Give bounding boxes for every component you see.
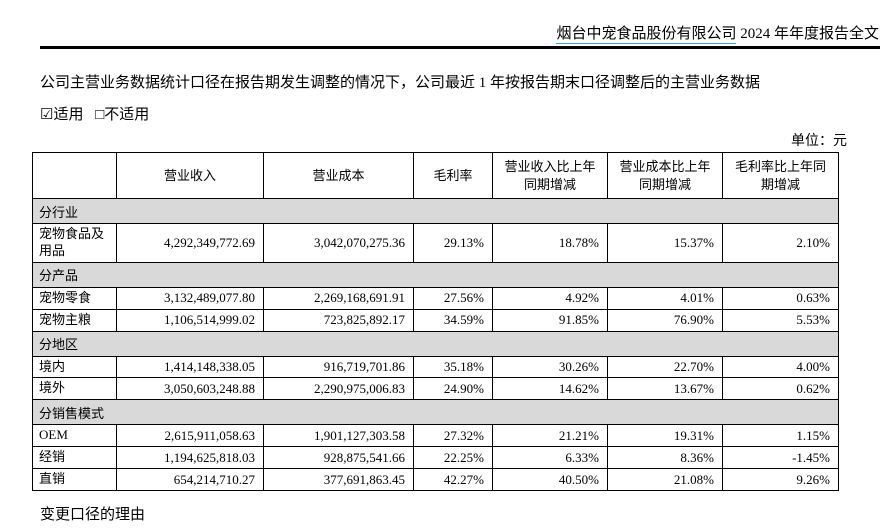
table-row: 境外 3,050,603,248.88 2,290,975,006.83 24.90%… (32, 377, 839, 401)
cell-value: 2,269,168,691.91 (263, 286, 414, 310)
cell-value: 654,214,710.27 (116, 468, 264, 492)
cell-value: 30.26% (492, 355, 608, 379)
cell-value: 42.27% (413, 468, 493, 492)
cell-value: 76.90% (607, 308, 723, 332)
cell-value: 4.00% (722, 355, 839, 379)
column-header-revenue-yoy: 营业收入比上年同期增减 (492, 152, 608, 199)
cell-value: 24.90% (413, 377, 493, 401)
row-label: OEM (32, 424, 117, 448)
section-row: 分行业 (32, 198, 839, 224)
cell-value: 35.18% (413, 355, 493, 379)
cell-value: 91.85% (492, 308, 608, 332)
column-header-gross-margin: 毛利率 (413, 152, 493, 199)
applicability-line: ☑适用 □不适用 (40, 103, 149, 124)
cell-value: 3,132,489,077.80 (116, 286, 264, 310)
cell-value: 1,414,148,338.05 (116, 355, 264, 379)
main-business-data-table-wrap: 营业收入 营业成本 毛利率 营业收入比上年同期增减 营业成本比上年同期增减 毛利… (32, 152, 839, 492)
section-row: 分地区 (32, 330, 839, 357)
cell-value: 27.56% (413, 286, 493, 310)
cell-value: 13.67% (607, 377, 723, 401)
column-header-cost: 营业成本 (263, 152, 414, 199)
cell-value: 5.53% (722, 308, 839, 332)
row-label: 经销 (32, 446, 117, 470)
section-label: 分地区 (32, 330, 839, 357)
not-applicable-label: □不适用 (95, 107, 150, 123)
column-header-blank (32, 152, 117, 199)
change-reason-label: 变更口径的理由 (40, 507, 146, 523)
cell-value: 22.25% (413, 446, 493, 470)
cell-value: 15.37% (607, 223, 723, 263)
table-row: OEM 2,615,911,058.63 1,901,127,303.58 27.32… (32, 424, 839, 448)
header-divider-rule (40, 46, 880, 49)
cell-value: 4.01% (607, 286, 723, 310)
table-row: 宠物零食 3,132,489,077.80 2,269,168,691.91 27.5… (32, 286, 839, 310)
table-row: 经销 1,194,625,818.03 928,875,541.66 22.25% 6.… (32, 446, 839, 470)
cell-value: 1.15% (722, 424, 839, 448)
cell-value: 1,106,514,999.02 (116, 308, 264, 332)
cell-value: 4.92% (492, 286, 608, 310)
cell-value: 34.59% (413, 308, 493, 332)
cell-value: -1.45% (722, 446, 839, 470)
section-label: 分行业 (32, 198, 839, 224)
cell-value: 1,901,127,303.58 (263, 424, 414, 448)
cell-value: 3,050,603,248.88 (116, 377, 264, 401)
table-row: 境内 1,414,148,338.05 916,719,701.86 35.18% 30… (32, 355, 839, 379)
row-label: 宠物零食 (32, 286, 117, 310)
section-row: 分销售模式 (32, 399, 839, 426)
table-row: 宠物主粮 1,106,514,999.02 723,825,892.17 34.59%… (32, 308, 839, 332)
cell-value: 2,290,975,006.83 (263, 377, 414, 401)
cell-value: 3,042,070,275.36 (263, 223, 414, 263)
cell-value: 27.32% (413, 424, 493, 448)
report-title-text: 2024 年年度报告全文 (736, 26, 879, 42)
cell-value: 2,615,911,058.63 (116, 424, 264, 448)
cell-value: 29.13% (413, 223, 493, 263)
company-name-link[interactable]: 烟台中宠食品股份有限公司 (556, 26, 737, 44)
cell-value: 21.08% (607, 468, 723, 492)
applicable-checked-label: ☑适用 (40, 107, 84, 123)
section-label: 分产品 (32, 261, 839, 288)
cell-value: 928,875,541.66 (263, 446, 414, 470)
column-header-revenue: 营业收入 (116, 152, 264, 199)
table-header-row: 营业收入 营业成本 毛利率 营业收入比上年同期增减 营业成本比上年同期增减 毛利… (32, 152, 839, 199)
cell-value: 723,825,892.17 (263, 308, 414, 332)
cell-value: 6.33% (492, 446, 608, 470)
row-label: 境内 (32, 355, 117, 379)
cell-value: 0.63% (722, 286, 839, 310)
table-row: 宠物食品及用品 4,292,349,772.69 3,042,070,275.36 2… (32, 223, 839, 263)
column-header-margin-yoy: 毛利率比上年同期增减 (722, 152, 839, 199)
row-label: 境外 (32, 377, 117, 401)
cell-value: 40.50% (492, 468, 608, 492)
cell-value: 18.78% (492, 223, 608, 263)
main-business-data-table: 营业收入 营业成本 毛利率 营业收入比上年同期增减 营业成本比上年同期增减 毛利… (32, 152, 839, 492)
cell-value: 8.36% (607, 446, 723, 470)
cell-value: 19.31% (607, 424, 723, 448)
page-header-title: 烟台中宠食品股份有限公司 2024 年年度报告全文 (556, 22, 879, 44)
cell-value: 14.62% (492, 377, 608, 401)
table-row: 直销 654,214,710.27 377,691,863.45 42.27% 40.5… (32, 468, 839, 492)
unit-label: 单位：元 (791, 134, 847, 149)
row-label: 宠物食品及用品 (32, 223, 117, 263)
cell-value: 4,292,349,772.69 (116, 223, 264, 263)
cell-value: 21.21% (492, 424, 608, 448)
table-body: 分行业 宠物食品及用品 4,292,349,772.69 3,042,070,275.… (32, 198, 839, 492)
section-label: 分销售模式 (32, 399, 839, 426)
cell-value: 916,719,701.86 (263, 355, 414, 379)
row-label: 直销 (32, 468, 117, 492)
cell-value: 377,691,863.45 (263, 468, 414, 492)
cell-value: 22.70% (607, 355, 723, 379)
row-label: 宠物主粮 (32, 308, 117, 332)
cell-value: 9.26% (722, 468, 839, 492)
cell-value: 0.62% (722, 377, 839, 401)
column-header-cost-yoy: 营业成本比上年同期增减 (607, 152, 723, 199)
intro-paragraph: 公司主营业务数据统计口径在报告期发生调整的情况下，公司最近 1 年按报告期末口径… (40, 75, 761, 91)
cell-value: 2.10% (722, 223, 839, 263)
cell-value: 1,194,625,818.03 (116, 446, 264, 470)
section-row: 分产品 (32, 261, 839, 288)
